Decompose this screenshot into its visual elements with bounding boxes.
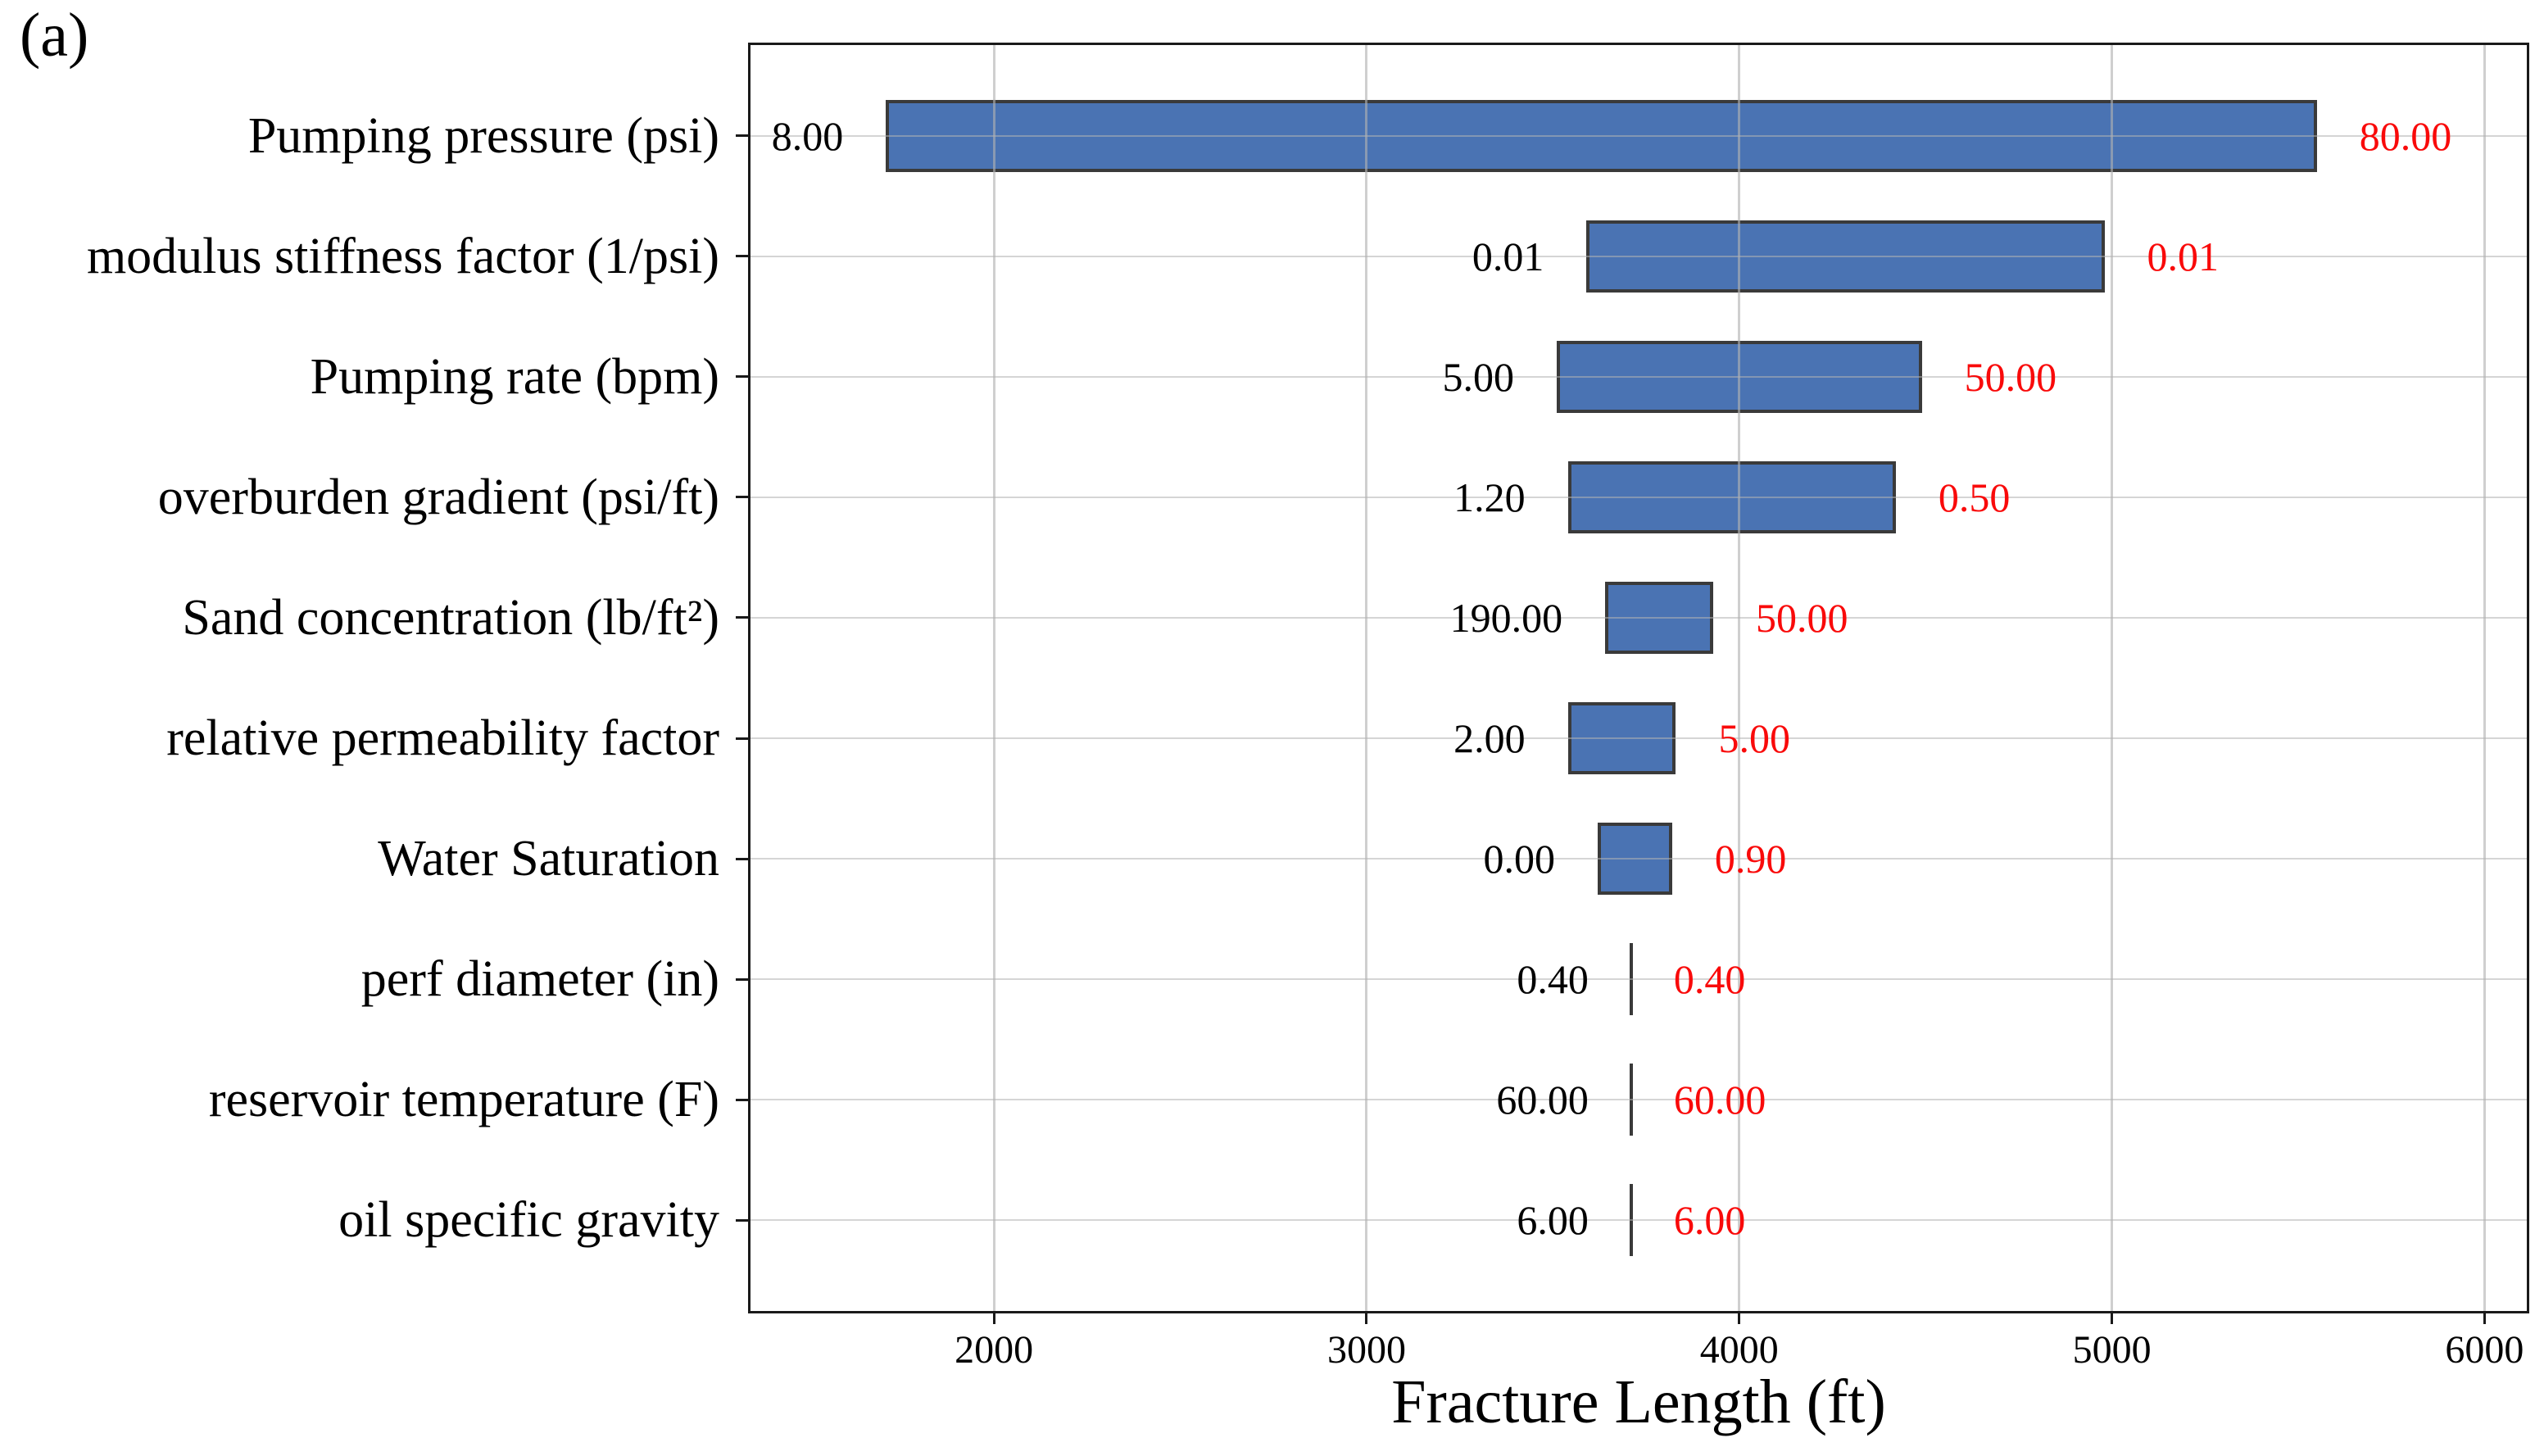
high-value-label: 0.50 [1938,474,2011,520]
plot-area: 8.00 80.00 0.01 0.01 5.00 50.00 1.20 0.50 190.00… [748,43,2529,1313]
high-value-label: 50.00 [1755,594,1848,641]
low-value-label: 0.01 [1472,233,1544,279]
y-axis-tick [736,1218,748,1222]
y-axis-tick [736,616,748,619]
x-gridline [2111,43,2114,1313]
category-label: Water Saturation [378,831,719,887]
low-value-label: 1.20 [1453,474,1526,520]
y-gridline [748,255,2529,257]
x-gridline [2483,43,2486,1313]
category-label: reservoir temperature (F) [208,1072,719,1128]
x-gridline [992,43,995,1313]
y-gridline [748,375,2529,378]
y-gridline [748,616,2529,619]
high-value-label: 0.90 [1714,836,1787,882]
high-value-label: 5.00 [1718,715,1790,762]
y-gridline [748,858,2529,860]
x-gridline [1365,43,1368,1313]
y-gridline [748,1219,2529,1222]
category-label: Pumping rate (bpm) [310,348,719,405]
y-axis-tick [736,977,748,981]
high-value-label: 0.40 [1673,956,1746,1003]
x-tick-label: 2000 [955,1328,1034,1372]
category-label: perf diameter (in) [361,951,719,1008]
x-tick-label: 6000 [2445,1328,2524,1372]
y-gridline [748,134,2529,137]
low-value-label: 8.00 [771,112,844,159]
low-value-label: 0.40 [1517,956,1589,1003]
high-value-label: 50.00 [1964,353,2057,400]
y-axis-tick [736,737,748,740]
y-axis-tick [736,496,748,499]
y-axis-tick [736,375,748,379]
x-axis-tick [1365,1313,1368,1324]
y-axis-tick [736,1098,748,1101]
high-value-label: 60.00 [1673,1077,1766,1123]
figure-panel-label: (a) [20,1,89,70]
x-tick-label: 5000 [2072,1328,2152,1372]
low-value-label: 5.00 [1442,353,1514,400]
category-label: Sand concentration (lb/ft²) [182,589,719,646]
low-value-label: 60.00 [1496,1077,1589,1123]
y-axis-tick [736,255,748,258]
low-value-label: 2.00 [1453,715,1526,762]
x-axis-tick [992,1313,995,1324]
x-axis-tick [1738,1313,1741,1324]
high-value-label: 80.00 [2359,112,2452,159]
high-value-label: 6.00 [1673,1197,1746,1244]
y-gridline [748,1099,2529,1101]
x-gridline [1738,43,1741,1313]
low-value-label: 0.00 [1483,836,1555,882]
category-label: Pumping pressure (psi) [247,107,719,164]
category-label: overburden gradient (psi/ft) [157,469,719,525]
category-label: relative permeability factor [166,710,719,767]
y-gridline [748,978,2529,981]
x-axis-title: Fracture Length (ft) [1391,1368,1886,1436]
x-tick-label: 3000 [1326,1328,1406,1372]
x-axis-tick [2483,1313,2486,1324]
x-axis-tick [2111,1313,2114,1324]
y-gridline [748,496,2529,498]
category-label: oil specific gravity [338,1192,719,1249]
high-value-label: 0.01 [2147,233,2220,279]
y-axis-tick [736,134,748,138]
y-gridline [748,737,2529,740]
low-value-label: 6.00 [1517,1197,1589,1244]
category-label: modulus stiffness factor (1/psi) [86,228,719,284]
y-axis-tick [736,857,748,860]
low-value-label: 190.00 [1449,594,1563,641]
x-tick-label: 4000 [1699,1328,1779,1372]
